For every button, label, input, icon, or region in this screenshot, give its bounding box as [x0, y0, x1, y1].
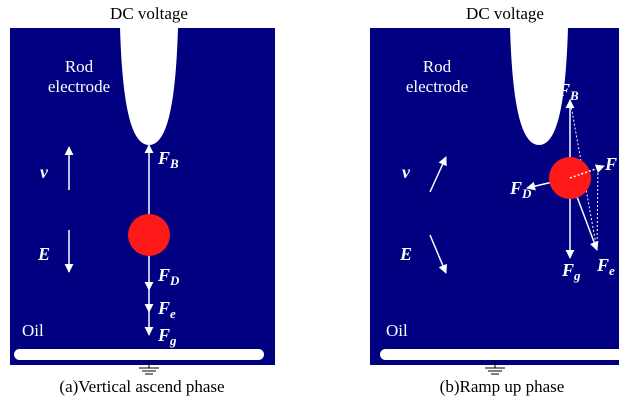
plate-electrode [380, 349, 619, 360]
force-symbol: F [561, 260, 574, 280]
force-symbol: F [509, 178, 522, 198]
electrode-label: Rod [423, 57, 452, 76]
plate-electrode [14, 349, 264, 360]
force-subscript: D [521, 186, 532, 201]
force-symbol: F [157, 325, 170, 345]
electrode-label: electrode [48, 77, 110, 96]
panel-b: DC voltage Rod electrode v E FB FD Fg Fe… [370, 4, 619, 396]
force-symbol: F [557, 80, 570, 100]
field-label: E [399, 244, 412, 264]
medium-label: Oil [386, 321, 408, 340]
force-subscript: g [169, 333, 177, 348]
force-symbol: F [596, 255, 609, 275]
force-label: F [604, 154, 617, 174]
force-subscript: e [170, 306, 176, 321]
force-subscript: B [169, 156, 179, 171]
force-subscript: B [569, 88, 579, 103]
figure: DC voltage Rod electrode v E FB FD Fe Fg… [0, 0, 619, 404]
force-symbol: F [604, 154, 617, 174]
force-symbol: F [157, 298, 170, 318]
force-symbol: F [157, 148, 170, 168]
electrode-label: electrode [406, 77, 468, 96]
caption: (a)Vertical ascend phase [59, 377, 224, 396]
title: DC voltage [466, 4, 544, 23]
force-subscript: e [609, 263, 615, 278]
velocity-label: v [402, 162, 411, 182]
droplet [128, 214, 170, 256]
force-symbol: F [157, 265, 170, 285]
caption: (b)Ramp up phase [440, 377, 565, 396]
medium-label: Oil [22, 321, 44, 340]
force-subscript: g [573, 268, 581, 283]
title: DC voltage [110, 4, 188, 23]
force-subscript: D [169, 273, 180, 288]
field-label: E [37, 244, 50, 264]
electrode-label: Rod [65, 57, 94, 76]
velocity-label: v [40, 162, 49, 182]
panel-a: DC voltage Rod electrode v E FB FD Fe Fg… [10, 4, 275, 396]
